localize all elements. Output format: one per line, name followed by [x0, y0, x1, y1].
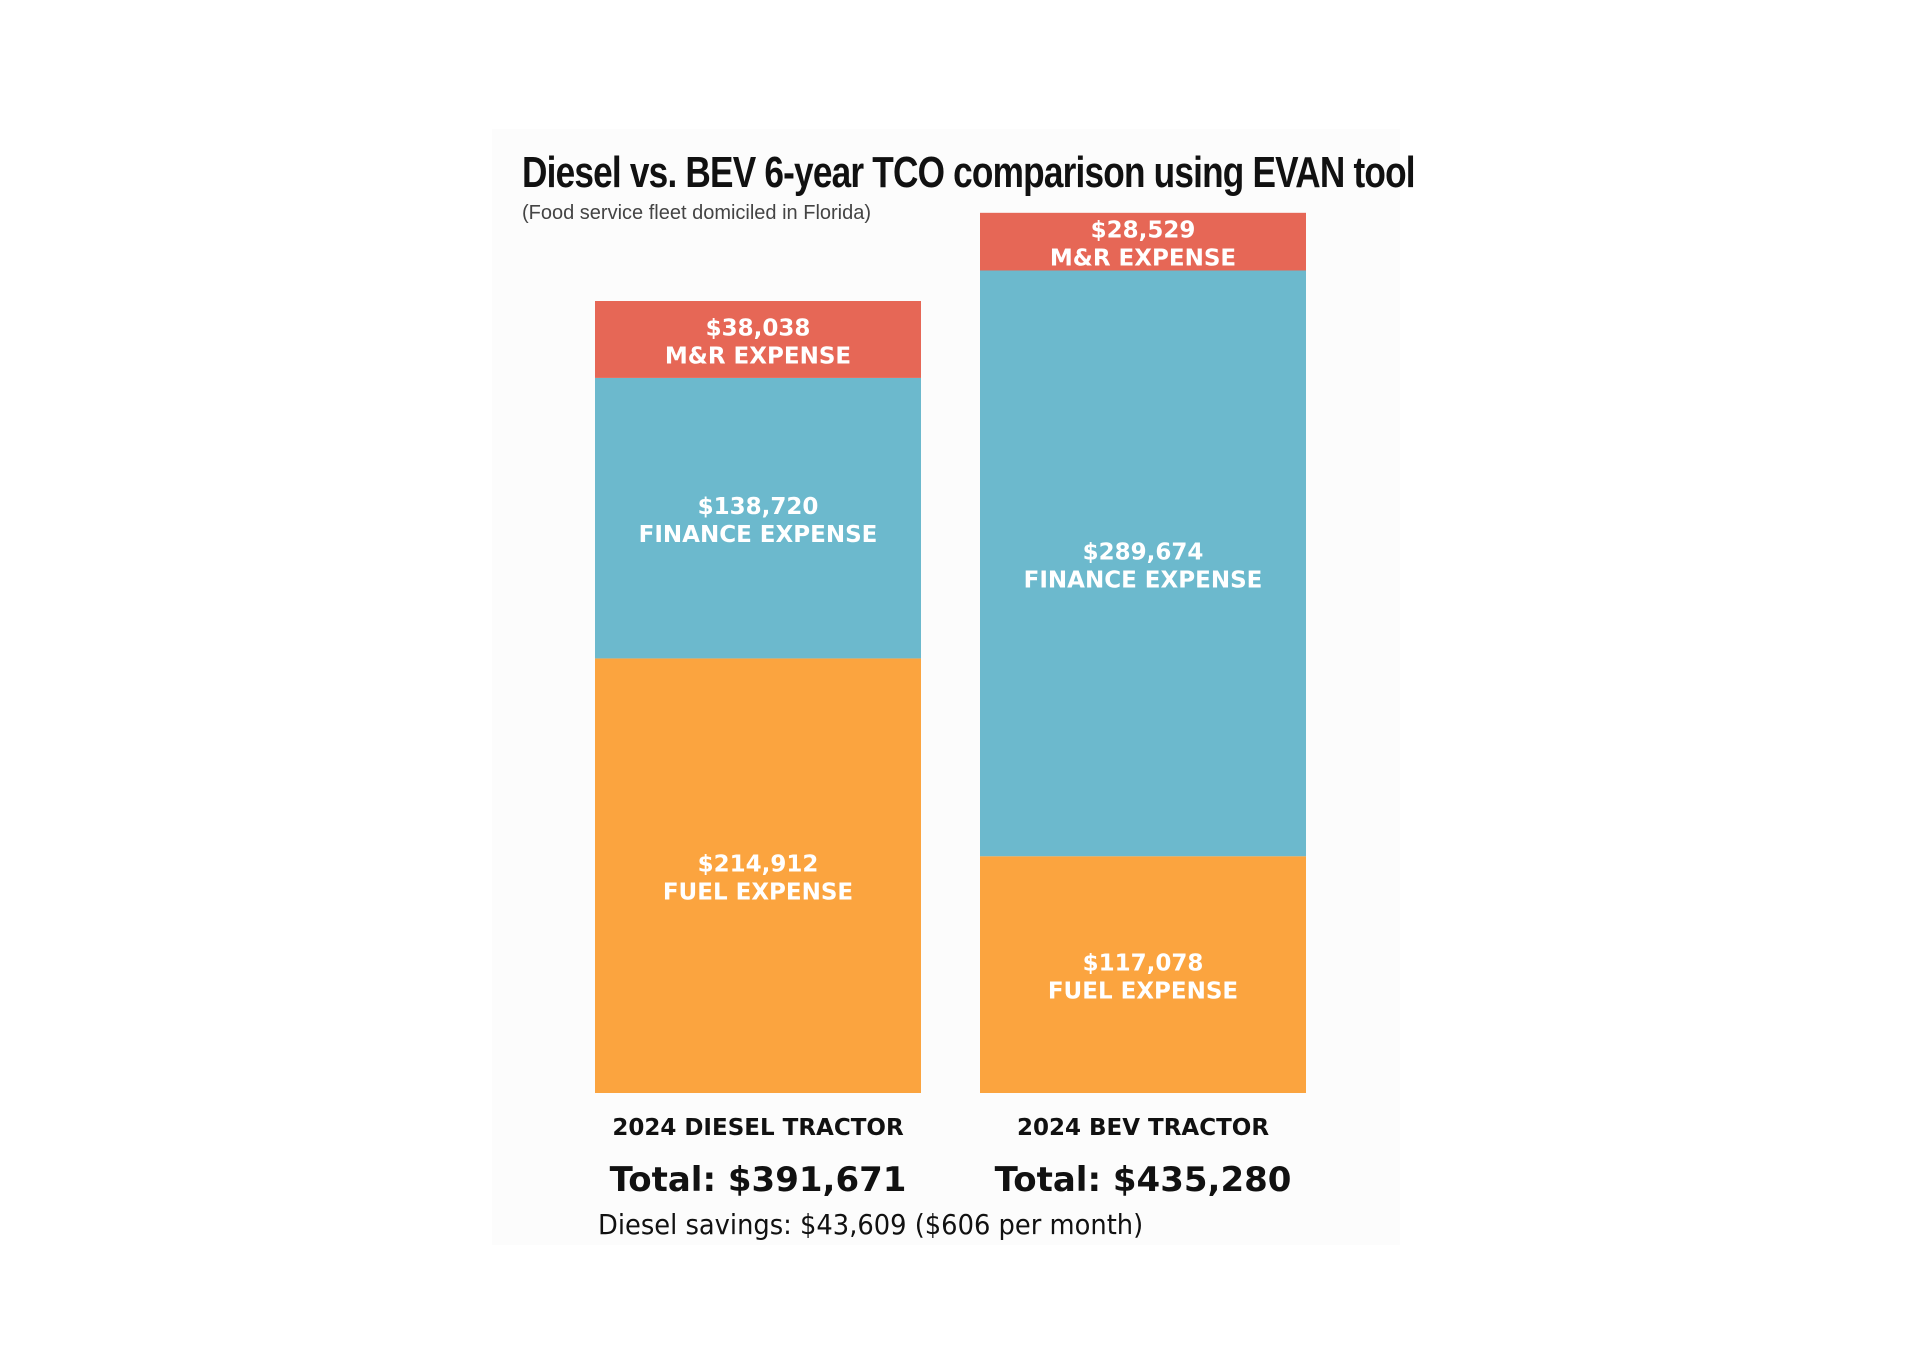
segment-value-label: $214,912	[698, 852, 819, 878]
segment-name-label: FUEL EXPENSE	[1048, 979, 1238, 1005]
segment-name-label: FINANCE EXPENSE	[639, 522, 878, 548]
segment-name-label: M&R EXPENSE	[665, 343, 851, 369]
total-label: Total: $391,671	[610, 1160, 907, 1200]
chart-subtitle: (Food service fleet domiciled in Florida…	[522, 202, 872, 224]
bar-segment-finance-expense	[980, 270, 1306, 857]
segment-name-label: FUEL EXPENSE	[663, 880, 853, 906]
segment-value-label: $138,720	[698, 494, 819, 520]
savings-note: Diesel savings: $43,609 ($606 per month)	[598, 1208, 1144, 1241]
bar-segment-fuel-expense	[595, 658, 921, 1093]
bar-segment-finance-expense	[595, 377, 921, 659]
segment-name-label: FINANCE EXPENSE	[1024, 567, 1263, 593]
category-label: 2024 BEV TRACTOR	[1017, 1115, 1269, 1141]
segment-value-label: $28,529	[1091, 218, 1196, 244]
segment-value-label: $117,078	[1083, 951, 1204, 977]
bar-segment-m-r-expense	[980, 212, 1306, 271]
bar-segment-m-r-expense	[595, 301, 921, 378]
bar-segment-fuel-expense	[980, 856, 1306, 1093]
segment-value-label: $38,038	[706, 315, 811, 341]
chart-title: Diesel vs. BEV 6-year TCO comparison usi…	[522, 148, 1416, 197]
total-label: Total: $435,280	[995, 1160, 1292, 1200]
segment-value-label: $289,674	[1083, 539, 1204, 565]
category-label: 2024 DIESEL TRACTOR	[612, 1115, 904, 1141]
segment-name-label: M&R EXPENSE	[1050, 246, 1236, 272]
